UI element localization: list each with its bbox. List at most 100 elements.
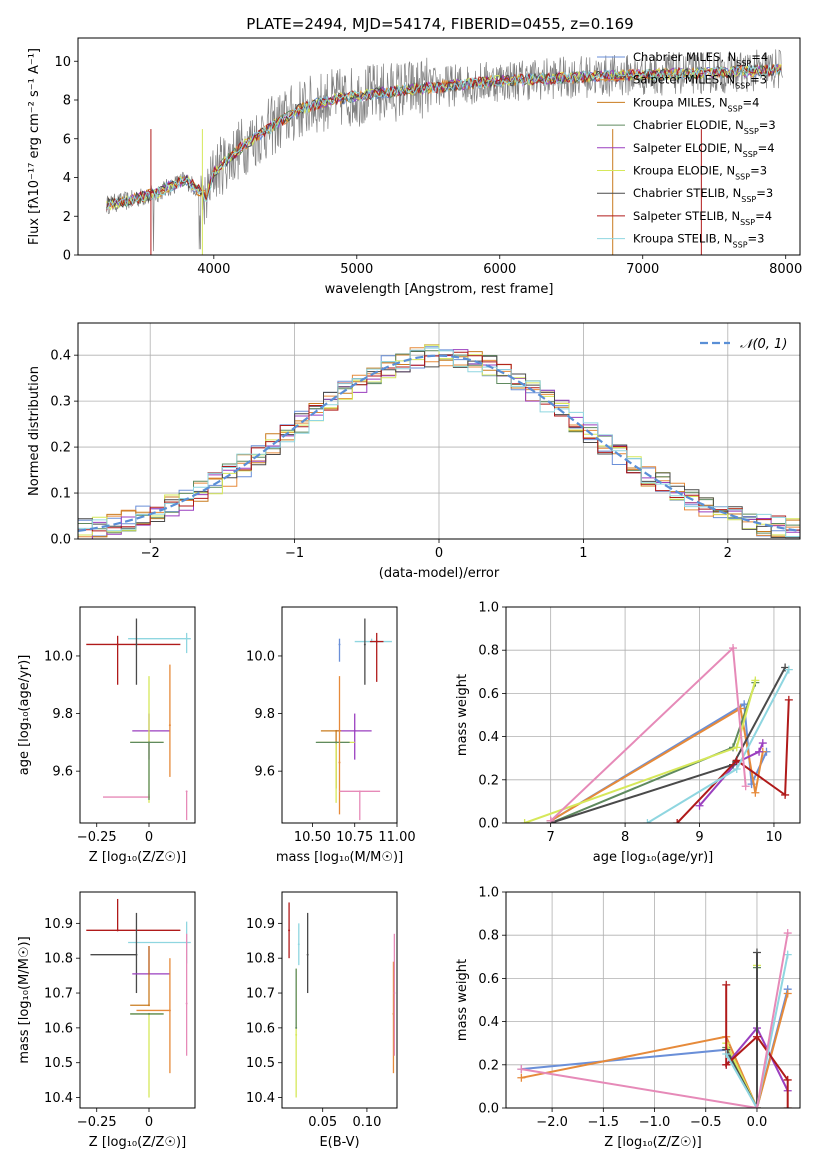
data-point [168, 724, 171, 727]
x-tick-label: 2 [724, 546, 732, 561]
data-point [185, 637, 188, 640]
weight-marker [784, 695, 793, 704]
legend-label: Salpeter STELIB, NSSP=4 [633, 209, 772, 227]
data-point [353, 729, 356, 732]
x-tick-label: −1 [285, 546, 304, 561]
data-point [335, 729, 338, 732]
legend-label: Kroupa ELODIE, NSSP=3 [633, 164, 767, 182]
y-tick-label: 0.2 [50, 441, 71, 456]
y-tick-label: 8 [63, 94, 71, 109]
mass_vs_Z-axes: −0.25 0 10.4 10.5 10.6 10.7 10.8 10.9 Z [log₁₀(Z… [17, 891, 196, 1150]
x-axis-label: age [log₁₀(age/yr)] [593, 850, 714, 865]
x-tick-label: 0.0 [747, 1115, 768, 1130]
weight-marker [755, 747, 764, 756]
y-tick-label: 0.2 [478, 773, 499, 788]
figure-title: PLATE=2494, MJD=54174, FIBERID=0455, z=0… [246, 15, 633, 33]
data-point [185, 1002, 188, 1005]
data-point [148, 1004, 150, 1007]
age_vs_Z-plot-area [86, 618, 191, 821]
y-tick-label: 10.9 [246, 917, 275, 932]
x-tick-label: 1 [579, 546, 587, 561]
data-point [375, 640, 378, 643]
y-tick-label: 10.4 [246, 1091, 275, 1106]
y-tick-label: 2 [63, 210, 71, 225]
y-tick-label: 0.8 [478, 929, 499, 944]
weight-marker [752, 948, 761, 957]
data-point [116, 643, 119, 646]
y-tick-label: 0.4 [478, 730, 499, 745]
x-tick-label: 10 [766, 830, 783, 845]
normal-reference-curve [78, 354, 800, 532]
residuals-plot-area [78, 323, 800, 539]
weight-marker [546, 816, 555, 823]
residual-histogram [78, 350, 800, 539]
x-tick-label: 0 [145, 1115, 153, 1130]
x-axis-label: (data-model)/error [379, 566, 500, 581]
x-axis-label: mass [log₁₀(M/M☉)] [276, 850, 403, 865]
weight-marker [517, 1073, 526, 1082]
x-tick-label: 4000 [197, 262, 230, 277]
x-tick-label: 10.75 [336, 830, 373, 845]
weight-series-line [646, 669, 790, 823]
y-tick-label: 0.6 [478, 972, 499, 987]
legend-label: Chabrier MILES, NSSP=4 [633, 50, 768, 68]
y-tick-label: 1.0 [478, 601, 499, 616]
legend-label: Chabrier STELIB, NSSP=3 [633, 186, 773, 204]
weight-marker [722, 1050, 731, 1058]
x-tick-label: 7000 [626, 262, 659, 277]
weight-marker [732, 743, 741, 752]
data-point [393, 992, 396, 995]
x-tick-label: 11.00 [378, 830, 415, 845]
weight-marker [695, 801, 704, 810]
x-tick-label: −2.0 [536, 1115, 568, 1130]
weight-series-line [698, 742, 764, 807]
y-tick-label: 0.4 [50, 349, 71, 364]
y-tick-label: 0.2 [478, 1058, 499, 1073]
x-axis-label: Z [log₁₀(Z/Z☉)] [89, 1135, 186, 1150]
weight-series-line [521, 932, 789, 1108]
x-axis-label: E(B-V) [319, 1135, 359, 1150]
weight-marker [752, 1032, 761, 1041]
weight-marker [722, 980, 731, 989]
weight-marker [643, 819, 652, 823]
legend-label: Chabrier ELODIE, NSSP=3 [633, 118, 776, 136]
y-tick-label: 6 [63, 132, 71, 147]
y-tick-label: 0.3 [50, 395, 71, 410]
y-tick-label: 0 [63, 249, 71, 264]
y-tick-label: 9.8 [254, 707, 275, 722]
weight-marker [729, 644, 738, 653]
age_vs_mass-plot-area [315, 618, 392, 821]
weight-marker [751, 788, 760, 797]
data-point [168, 1009, 171, 1012]
weight-series-line [521, 993, 789, 1108]
weight-marker [741, 782, 750, 791]
data-point [288, 929, 291, 932]
y-tick-label: 10.6 [44, 1021, 73, 1036]
x-tick-label: 0.10 [352, 1115, 381, 1130]
y-tick-label: 1.0 [478, 886, 499, 901]
weight-marker [758, 739, 767, 748]
y-tick-label: 10 [54, 55, 71, 70]
y-tick-label: 0.0 [478, 1102, 499, 1117]
weight-marker [732, 756, 741, 765]
weight-series-line [725, 965, 758, 1108]
weight-series-line [550, 706, 764, 822]
y-tick-label: 10.0 [44, 649, 73, 664]
data-point [297, 943, 300, 946]
y-tick-label: 10.5 [44, 1056, 73, 1071]
weight-marker [781, 790, 790, 799]
weight-marker [783, 1075, 792, 1084]
weight-marker [751, 676, 760, 685]
model-spectrum-line [106, 63, 782, 210]
data-point [148, 1012, 150, 1015]
x-tick-label: −1.0 [639, 1115, 671, 1130]
axes-frame [79, 606, 196, 824]
y-axis-label: mass weight [455, 959, 470, 1041]
x-tick-label: 6000 [483, 262, 516, 277]
y-tick-label: 9.6 [254, 765, 275, 780]
y-tick-label: 0.1 [50, 487, 71, 502]
axes-frame [281, 891, 398, 1109]
legend-label: Kroupa STELIB, NSSP=3 [633, 232, 764, 250]
data-point [338, 761, 341, 764]
x-axis-label: Z [log₁₀(Z/Z☉)] [604, 1135, 701, 1150]
